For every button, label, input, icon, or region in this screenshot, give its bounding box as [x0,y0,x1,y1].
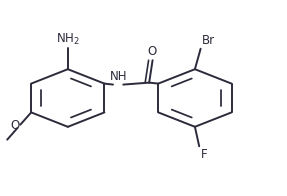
Text: O: O [10,119,19,132]
Text: NH$_2$: NH$_2$ [56,32,80,47]
Text: Br: Br [202,34,215,47]
Text: F: F [201,148,208,161]
Text: NH: NH [109,70,127,83]
Text: O: O [148,45,157,58]
